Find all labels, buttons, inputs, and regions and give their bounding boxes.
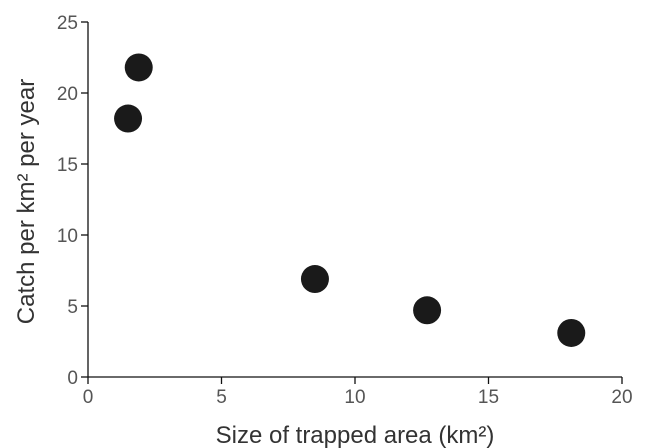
data-point <box>114 104 143 133</box>
x-tick-label: 0 <box>83 387 94 408</box>
data-point <box>300 265 329 294</box>
data-point <box>124 53 153 82</box>
x-tick-label: 20 <box>611 387 632 408</box>
x-tick-label: 5 <box>216 387 227 408</box>
y-tick-label: 25 <box>57 13 78 34</box>
data-point <box>413 296 442 325</box>
y-tick-label: 5 <box>67 297 78 318</box>
y-tick-label: 10 <box>57 226 78 247</box>
y-tick-label: 20 <box>57 84 78 105</box>
y-tick-label: 15 <box>57 155 78 176</box>
data-point <box>557 318 586 347</box>
x-tick-label: 10 <box>344 387 365 408</box>
x-ticks: 0 5 10 15 20 <box>83 377 633 408</box>
x-tick-label: 15 <box>478 387 499 408</box>
y-tick-label: 0 <box>67 368 78 389</box>
axes <box>87 22 622 378</box>
data-points <box>114 53 586 347</box>
x-axis-title: Size of trapped area (km²) <box>216 422 495 448</box>
y-axis-title: Catch per km² per year <box>13 79 40 324</box>
y-ticks: 0 5 10 15 20 25 <box>57 13 88 389</box>
